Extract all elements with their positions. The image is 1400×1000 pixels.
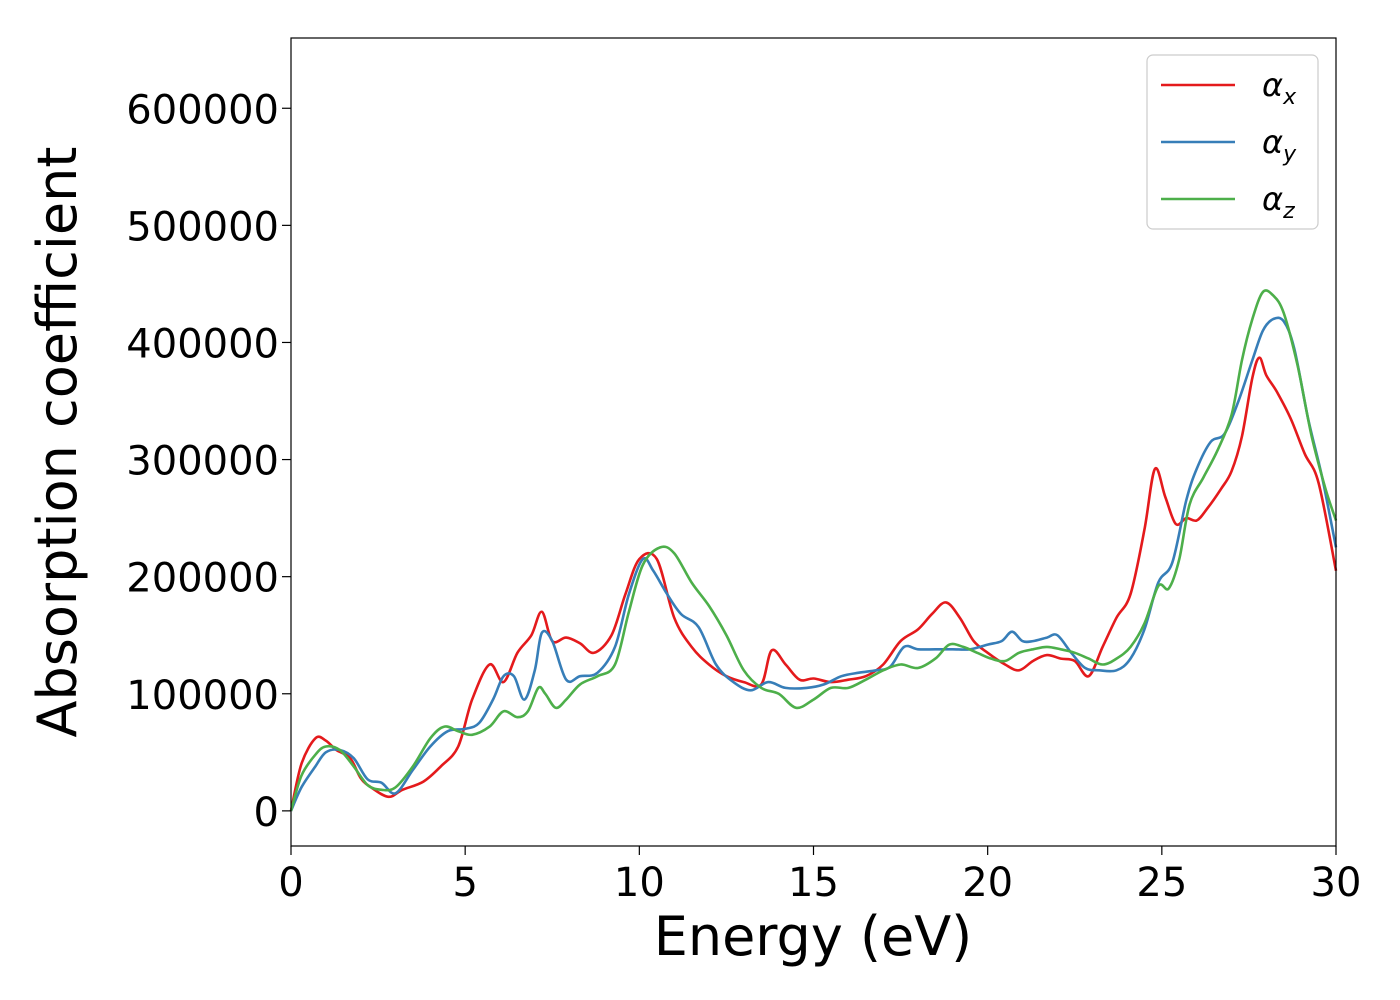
legend: αx αy αz [1146,54,1319,230]
y-tick-label: 200000 [126,556,279,602]
y-tick-label: 100000 [126,673,279,719]
y-axis-title: Absorption coefficient [26,147,89,738]
y-tick-label: 0 [254,790,279,836]
legend-label-alpha-z: αz [1262,180,1295,224]
series-line-alpha-x [289,356,1338,812]
x-axis: 0 5 10 15 20 25 30 [278,846,1361,906]
x-axis-title: Energy (eV) [654,905,973,968]
y-tick-label: 400000 [126,321,279,367]
x-tick-label: 5 [452,860,477,906]
x-tick-label: 30 [1311,860,1362,906]
x-tick-label: 10 [614,860,665,906]
x-tick-label: 0 [278,860,303,906]
y-tick-label: 600000 [126,87,279,133]
x-tick-label: 20 [962,860,1013,906]
y-tick-label: 300000 [126,439,279,485]
y-axis: 0 100000 200000 300000 400000 500000 600000 [126,87,291,836]
x-tick-label: 15 [788,860,839,906]
y-tick-label: 500000 [126,204,279,250]
legend-label-alpha-x: αx [1262,66,1297,110]
x-tick-label: 25 [1136,860,1187,906]
series-layer [289,289,1338,812]
series-line-alpha-z [289,289,1338,812]
series-line-alpha-y [289,316,1338,812]
legend-label-alpha-y: αy [1262,123,1297,167]
